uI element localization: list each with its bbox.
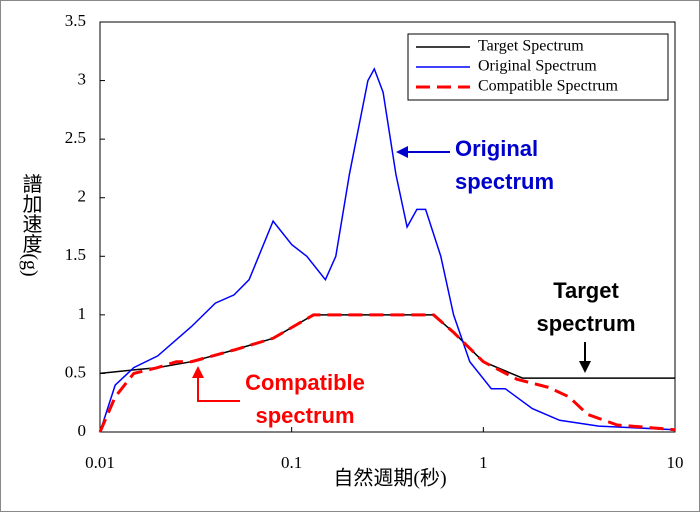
y-tick-label: 3 bbox=[78, 69, 87, 88]
x-tick-label: 0.1 bbox=[281, 453, 302, 472]
y-tick-label: 0 bbox=[78, 421, 87, 440]
x-tick-label: 1 bbox=[479, 453, 488, 472]
annotation: spectrum bbox=[536, 311, 635, 336]
y-tick-label: 2.5 bbox=[65, 128, 86, 147]
legend: Target Spectrum Original Spectrum Compatib… bbox=[407, 33, 669, 101]
legend-label: Target Spectrum bbox=[478, 38, 584, 55]
legend-label: Original Spectrum bbox=[478, 58, 597, 75]
series-line bbox=[99, 67, 676, 433]
annotation: Compatible bbox=[245, 370, 365, 395]
y-tick-label: 2 bbox=[78, 187, 87, 206]
plot-area bbox=[99, 21, 676, 433]
annotation: Target bbox=[553, 278, 619, 303]
x-tick-label: 0.01 bbox=[85, 453, 115, 472]
y-tick-label: 1 bbox=[78, 304, 87, 323]
y-tick-label: 1.5 bbox=[65, 245, 86, 264]
annotation: Original bbox=[455, 136, 538, 161]
series-line bbox=[99, 314, 675, 379]
x-axis-label: 自然週期(秒) bbox=[333, 467, 446, 490]
legend-label: Compatible Spectrum bbox=[478, 78, 619, 95]
y-tick-label: 0.5 bbox=[65, 362, 86, 381]
arrows bbox=[192, 146, 591, 402]
annotation: spectrum bbox=[255, 403, 354, 428]
series-line bbox=[98, 313, 676, 433]
y-tick-label: 3.5 bbox=[65, 11, 86, 30]
y-axis-label: 譜加速度(g) bbox=[19, 173, 42, 277]
annotation: spectrum bbox=[455, 169, 554, 194]
x-tick-label: 10 bbox=[667, 453, 684, 472]
